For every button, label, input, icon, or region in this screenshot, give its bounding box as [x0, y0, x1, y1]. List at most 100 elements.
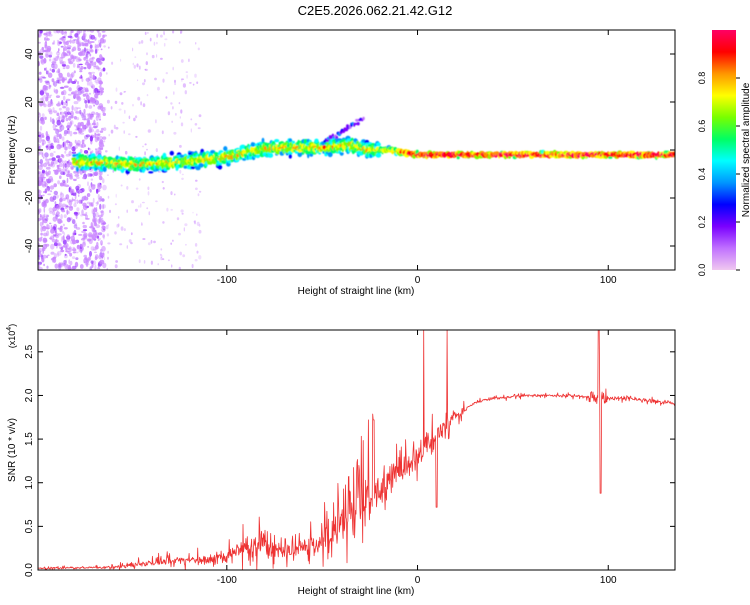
- noise-speck: [102, 262, 107, 269]
- noise-speck: [107, 250, 109, 254]
- noise-speck: [170, 242, 173, 245]
- noise-speck: [58, 144, 62, 150]
- noise-speck: [68, 264, 71, 269]
- noise-speck: [45, 227, 50, 230]
- noise-speck: [77, 87, 81, 92]
- noise-speck: [99, 112, 101, 117]
- noise-speck: [191, 263, 194, 269]
- noise-speck: [138, 65, 141, 70]
- noise-speck: [192, 211, 194, 214]
- noise-speck: [56, 79, 60, 84]
- noise-speck: [151, 54, 155, 59]
- noise-speck: [69, 121, 73, 127]
- noise-speck: [134, 208, 138, 212]
- colorbar: 0.0 0.2 0.4 0.6 0.8 Normalized spectral ampl…: [697, 30, 750, 276]
- ridge-blob: [78, 165, 81, 169]
- noise-speck: [47, 103, 52, 108]
- noise-speck: [195, 179, 198, 182]
- noise-speck: [57, 180, 60, 185]
- spectrogram-xtick-label: 0: [415, 275, 421, 286]
- noise-speck: [66, 209, 69, 215]
- noise-speck: [115, 126, 119, 130]
- noise-speck: [64, 253, 67, 256]
- noise-speck: [185, 71, 189, 73]
- noise-speck: [82, 176, 86, 180]
- ridge-blob: [190, 166, 196, 170]
- noise-speck: [102, 136, 107, 140]
- noise-speck: [195, 42, 197, 45]
- noise-speck: [97, 133, 101, 136]
- noise-speck: [64, 184, 70, 188]
- noise-speck: [93, 65, 96, 70]
- noise-speck: [99, 54, 103, 60]
- noise-speck: [180, 59, 184, 63]
- noise-speck: [81, 124, 86, 129]
- noise-speck: [179, 144, 182, 148]
- noise-speck: [53, 190, 58, 196]
- noise-speck: [155, 119, 157, 124]
- noise-speck: [84, 123, 89, 129]
- noise-speck: [101, 30, 106, 33]
- noise-speck: [66, 50, 71, 53]
- noise-speck: [45, 51, 49, 57]
- noise-speck: [74, 56, 79, 60]
- noise-speck: [52, 195, 57, 201]
- noise-speck: [49, 85, 52, 88]
- noise-speck: [160, 254, 163, 259]
- noise-speck: [181, 78, 185, 80]
- noise-speck: [73, 211, 78, 215]
- ridge-blob: [307, 151, 312, 155]
- noise-speck: [52, 216, 58, 222]
- noise-speck: [98, 237, 101, 241]
- noise-speck: [110, 129, 114, 134]
- ridge-blob: [309, 153, 314, 157]
- noise-speck: [64, 150, 67, 154]
- noise-speck: [138, 41, 141, 45]
- noise-speck: [62, 78, 67, 81]
- noise-speck: [55, 238, 58, 243]
- noise-speck: [170, 102, 173, 105]
- noise-speck: [38, 172, 41, 178]
- noise-speck: [96, 121, 99, 128]
- noise-speck: [57, 244, 62, 246]
- harmonic-blob: [356, 122, 360, 126]
- noise-speck: [80, 65, 84, 70]
- noise-speck: [67, 170, 70, 174]
- noise-speck: [70, 30, 74, 33]
- spectrogram-xtick-label: -100: [217, 275, 237, 286]
- noise-speck: [85, 77, 91, 82]
- snr-ytick-label: 1.0: [24, 475, 35, 489]
- noise-speck: [87, 181, 89, 187]
- noise-speck: [72, 248, 77, 252]
- noise-speck: [38, 200, 41, 204]
- noise-speck: [91, 150, 94, 154]
- noise-speck: [58, 41, 62, 45]
- noise-speck: [71, 91, 76, 95]
- noise-speck: [102, 234, 105, 238]
- noise-speck: [92, 171, 95, 178]
- noise-speck: [92, 197, 95, 204]
- noise-speck: [128, 133, 131, 136]
- noise-speck: [48, 84, 51, 90]
- noise-speck: [45, 166, 51, 170]
- noise-speck: [75, 142, 79, 146]
- noise-speck: [77, 80, 79, 85]
- noise-speck: [101, 107, 106, 114]
- noise-speck: [102, 112, 107, 116]
- noise-speck: [100, 213, 104, 218]
- noise-speck: [38, 176, 43, 183]
- noise-speck: [171, 120, 173, 124]
- noise-speck: [53, 57, 59, 62]
- noise-speck: [178, 232, 181, 236]
- noise-speck: [44, 37, 46, 41]
- noise-speck: [40, 58, 44, 64]
- noise-speck: [72, 192, 77, 196]
- noise-speck: [100, 90, 103, 96]
- noise-speck: [97, 171, 101, 174]
- noise-speck: [90, 246, 95, 251]
- noise-speck: [102, 184, 107, 191]
- noise-speck: [171, 264, 173, 268]
- noise-speck: [96, 115, 98, 118]
- noise-speck: [98, 184, 101, 188]
- noise-speck: [97, 194, 100, 200]
